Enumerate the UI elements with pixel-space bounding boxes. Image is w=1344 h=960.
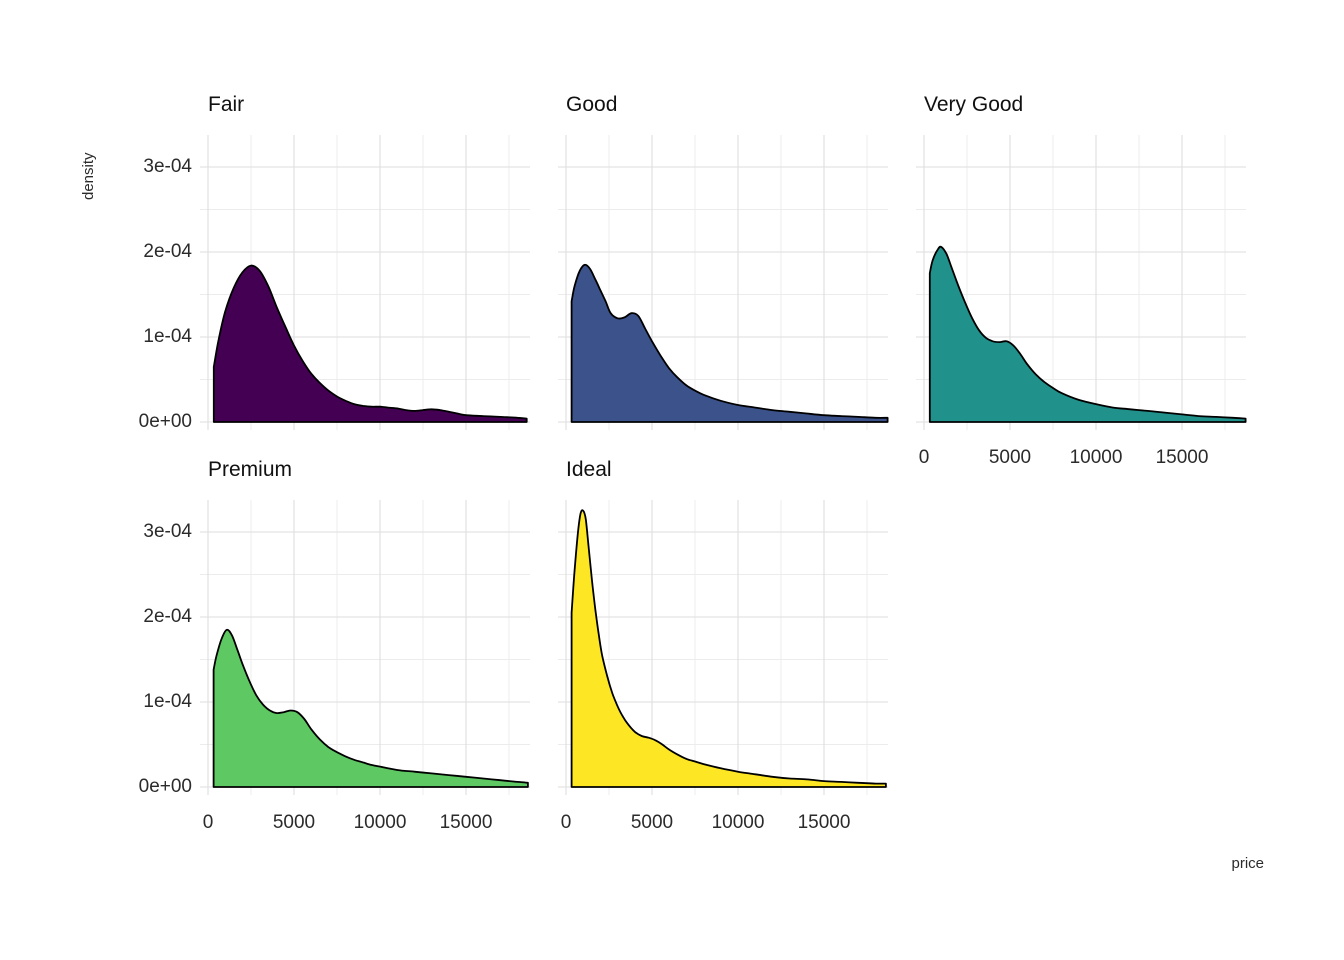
x-tick-label: 0 <box>202 812 214 833</box>
y-tick-label: 2e-04 <box>143 606 192 627</box>
facet-panel <box>558 135 889 430</box>
y-tick-label: 2e-04 <box>143 241 192 262</box>
x-tick-label: 5000 <box>630 812 674 833</box>
facet-title: Very Good <box>924 93 1024 116</box>
x-tick-label: 10000 <box>711 812 765 833</box>
facet-panel <box>200 500 530 795</box>
y-tick-label: 1e-04 <box>143 691 192 712</box>
x-axis-title: price <box>1231 855 1264 872</box>
x-tick-label: 10000 <box>353 812 407 833</box>
x-tick-label: 5000 <box>272 812 316 833</box>
y-tick-label: 0e+00 <box>138 776 192 797</box>
y-tick-label: 0e+00 <box>138 411 192 432</box>
density-curve <box>212 628 529 788</box>
y-axis-title: density <box>80 152 97 200</box>
x-tick-label: 5000 <box>988 447 1032 468</box>
facet-panel <box>916 135 1247 430</box>
x-tick-label: 0 <box>560 812 572 833</box>
x-tick-label: 15000 <box>1155 447 1209 468</box>
y-tick-label: 3e-04 <box>143 156 192 177</box>
y-tick-label: 3e-04 <box>143 521 192 542</box>
density-curve <box>928 245 1247 423</box>
x-tick-label: 15000 <box>797 812 851 833</box>
facet-panel <box>558 500 888 795</box>
x-tick-label: 10000 <box>1069 447 1123 468</box>
density-curve <box>570 263 889 423</box>
facet-panel <box>200 135 530 430</box>
facet-title: Premium <box>208 458 293 481</box>
x-tick-label: 15000 <box>439 812 493 833</box>
facet-title: Good <box>566 93 618 116</box>
density-curve <box>212 264 528 423</box>
y-tick-label: 1e-04 <box>143 326 192 347</box>
x-tick-label: 0 <box>918 447 930 468</box>
density-curve <box>570 509 887 788</box>
facet-title: Fair <box>208 93 245 116</box>
facet-title: Ideal <box>566 458 612 481</box>
